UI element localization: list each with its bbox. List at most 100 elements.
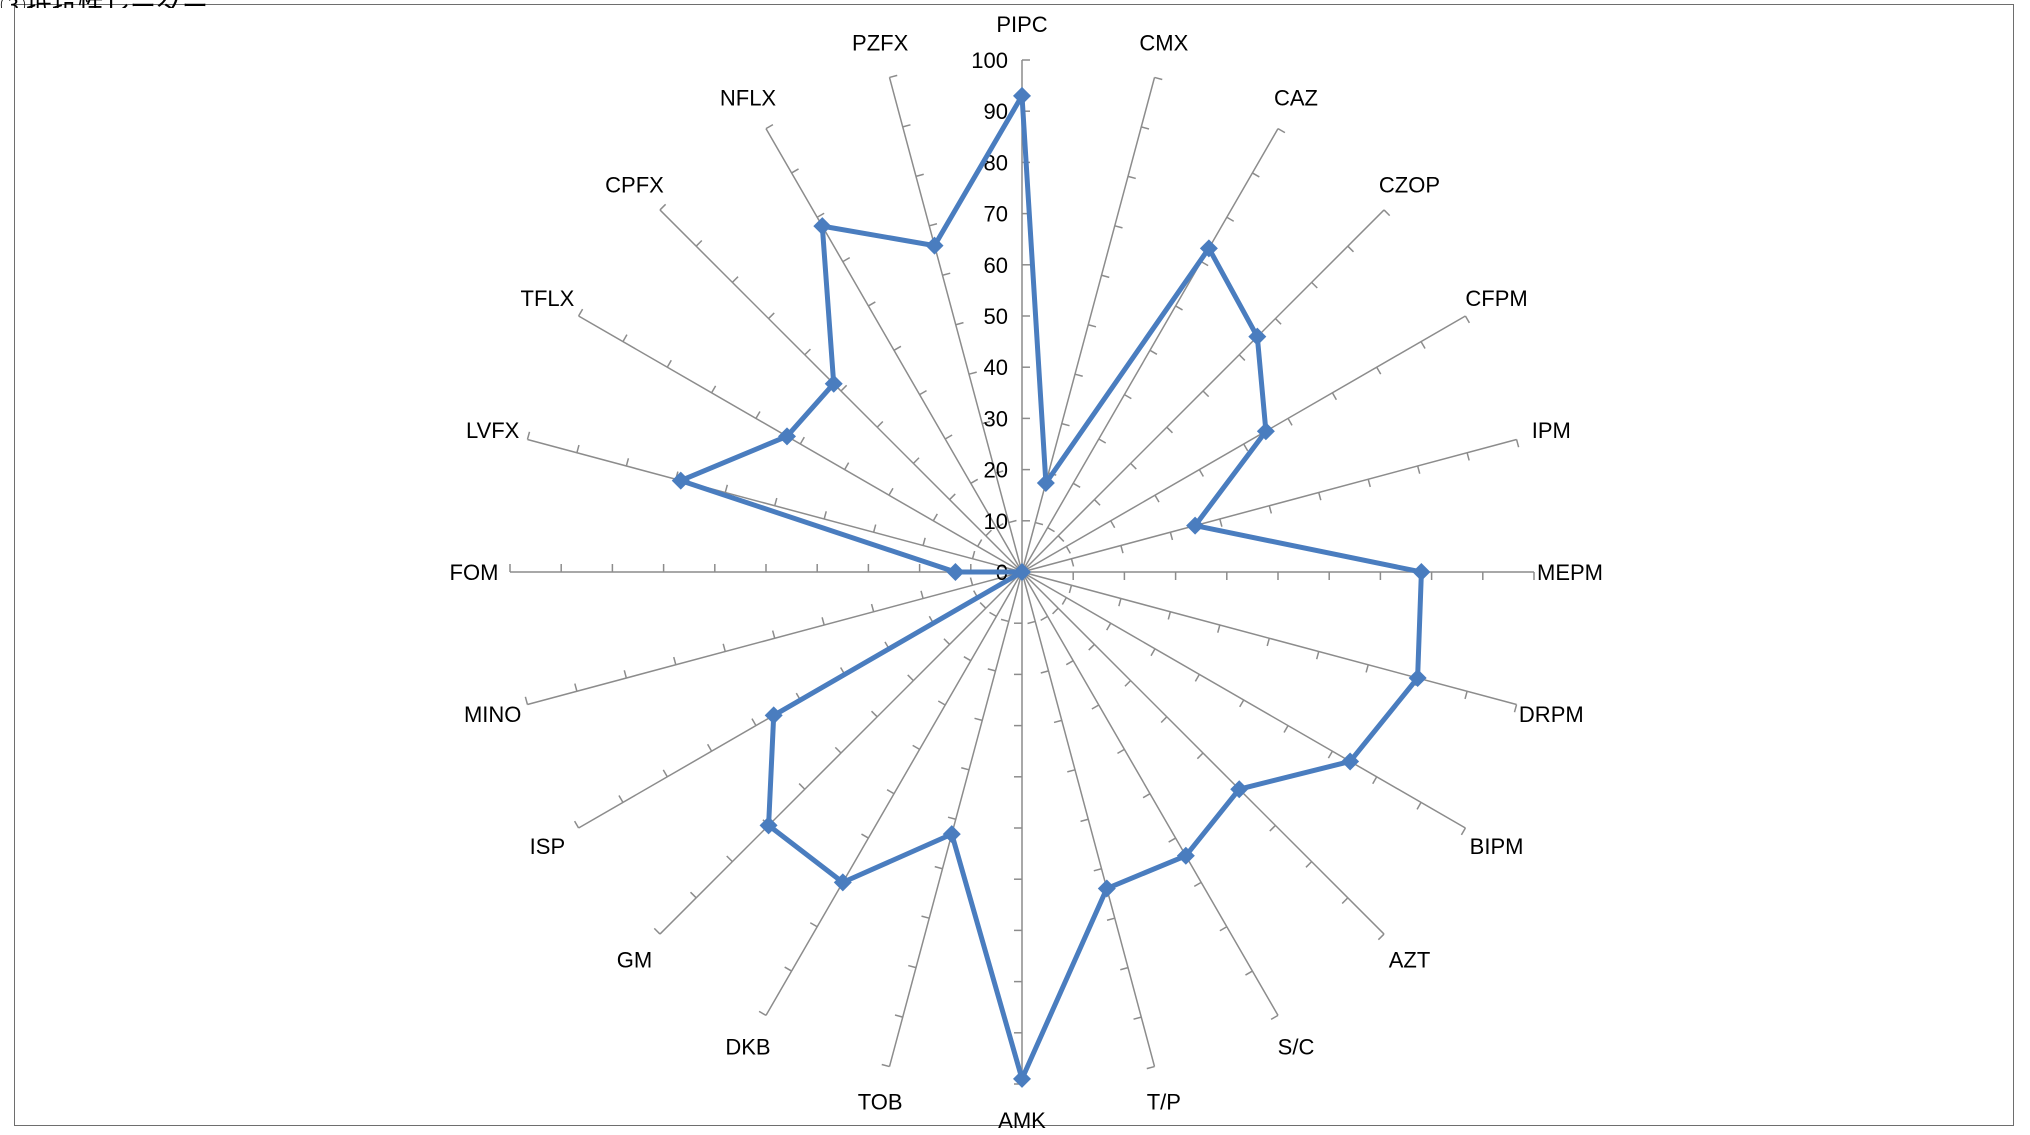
tick-mark [943, 638, 951, 645]
tick-mark [659, 203, 667, 211]
tick-mark [963, 656, 972, 662]
tick-mark [576, 444, 580, 453]
tick-mark [1061, 422, 1070, 427]
tick-mark [942, 272, 951, 276]
tick-mark [1287, 418, 1293, 426]
spoke-drpm [1021, 571, 1517, 706]
tick-mark [996, 523, 1004, 529]
tick-mark [623, 670, 628, 679]
category-label: IPM [1532, 418, 1571, 443]
tick-mark [1098, 438, 1107, 444]
tick-mark [979, 602, 987, 609]
tick-mark [809, 922, 818, 928]
tick-mark [1513, 704, 1518, 713]
category-label: CMX [1139, 31, 1188, 56]
tick-mark [1117, 748, 1125, 755]
tick-mark [907, 674, 914, 682]
tick-mark [1154, 76, 1163, 81]
tick-mark [1124, 393, 1132, 400]
tick-mark [872, 524, 877, 533]
radial-tick-label: 10 [984, 509, 1008, 534]
tick-mark [888, 487, 894, 496]
category-label: CFPM [1465, 286, 1527, 311]
tick-mark [922, 537, 926, 546]
tick-mark [1120, 966, 1129, 971]
tick-mark [695, 239, 703, 247]
tick-mark [1150, 648, 1156, 657]
tick-mark [934, 865, 943, 870]
tick-mark [987, 668, 996, 672]
data-point-fom [946, 563, 965, 581]
tick-mark [1146, 1065, 1155, 1070]
category-label: DKB [725, 1035, 770, 1060]
data-point-s-c [1176, 846, 1195, 865]
tick-mark [861, 833, 869, 839]
tick-mark [968, 371, 977, 375]
tick-mark [1127, 175, 1136, 180]
tick-mark [932, 513, 938, 522]
tick-mark [1367, 479, 1371, 488]
tick-mark [666, 359, 672, 368]
tick-mark [1239, 699, 1245, 708]
tick-mark [673, 656, 677, 665]
tick-mark [889, 74, 898, 79]
tick-mark [1093, 868, 1102, 872]
tick-mark [919, 389, 927, 396]
tick-mark [1040, 670, 1049, 674]
tick-mark [1243, 443, 1249, 452]
radial-tick-label: 100 [971, 48, 1008, 73]
tick-mark [1226, 216, 1235, 222]
tick-mark [1269, 824, 1276, 832]
tick-mark [929, 223, 938, 227]
tick-mark [524, 696, 529, 705]
tick-mark [1376, 366, 1382, 375]
tick-mark [625, 458, 630, 467]
tick-mark [1274, 318, 1282, 325]
tick-mark [751, 718, 757, 726]
tick-mark [1196, 752, 1204, 760]
radial-tick-label: 30 [984, 406, 1008, 431]
data-point-pzfx [925, 236, 944, 255]
tick-mark [1175, 305, 1183, 311]
tick-mark [622, 334, 628, 342]
category-label: MINO [464, 702, 521, 727]
radial-tick-label: 40 [984, 355, 1008, 380]
tick-mark [1088, 643, 1095, 651]
tick-mark [724, 484, 729, 493]
series-layer [671, 86, 1431, 1088]
tick-mark [1065, 660, 1074, 666]
tick-mark [1277, 127, 1286, 134]
tick-mark [577, 308, 584, 317]
tick-mark [995, 470, 1004, 474]
tick-mark [989, 611, 997, 617]
tick-mark [1270, 1014, 1279, 1021]
tick-mark [949, 493, 956, 501]
tick-mark [1124, 680, 1132, 687]
category-labels: PIPC CMX CAZ CZOP CFPM IPM MEPM DRPM BIPM AZT S/C T… [450, 12, 1603, 1133]
tick-mark [784, 966, 792, 972]
tick-mark [1169, 532, 1174, 541]
data-point-caz [1199, 239, 1218, 258]
tick-mark [1120, 545, 1124, 554]
tick-mark [755, 411, 761, 419]
tick-mark [1091, 704, 1100, 710]
tick-mark [1068, 585, 1073, 594]
category-label: LVFX [466, 418, 520, 443]
tick-mark [1065, 546, 1071, 554]
category-label: TOB [858, 1089, 903, 1114]
tick-mark [1142, 793, 1151, 799]
tick-mark [947, 816, 956, 821]
data-point-cmx [1036, 473, 1055, 492]
tick-mark [1252, 172, 1260, 178]
data-point-tflx [777, 427, 796, 446]
category-label: CPFX [605, 173, 664, 198]
tick-mark [1106, 622, 1112, 631]
radial-tick-label: 20 [984, 458, 1008, 483]
data-point-mepm [1412, 563, 1431, 581]
tick-mark [1464, 315, 1471, 324]
category-label: DRPM [1519, 702, 1584, 727]
tick-mark [706, 743, 713, 752]
tick-mark [768, 312, 775, 320]
radar-tick-marks [509, 59, 1535, 1085]
